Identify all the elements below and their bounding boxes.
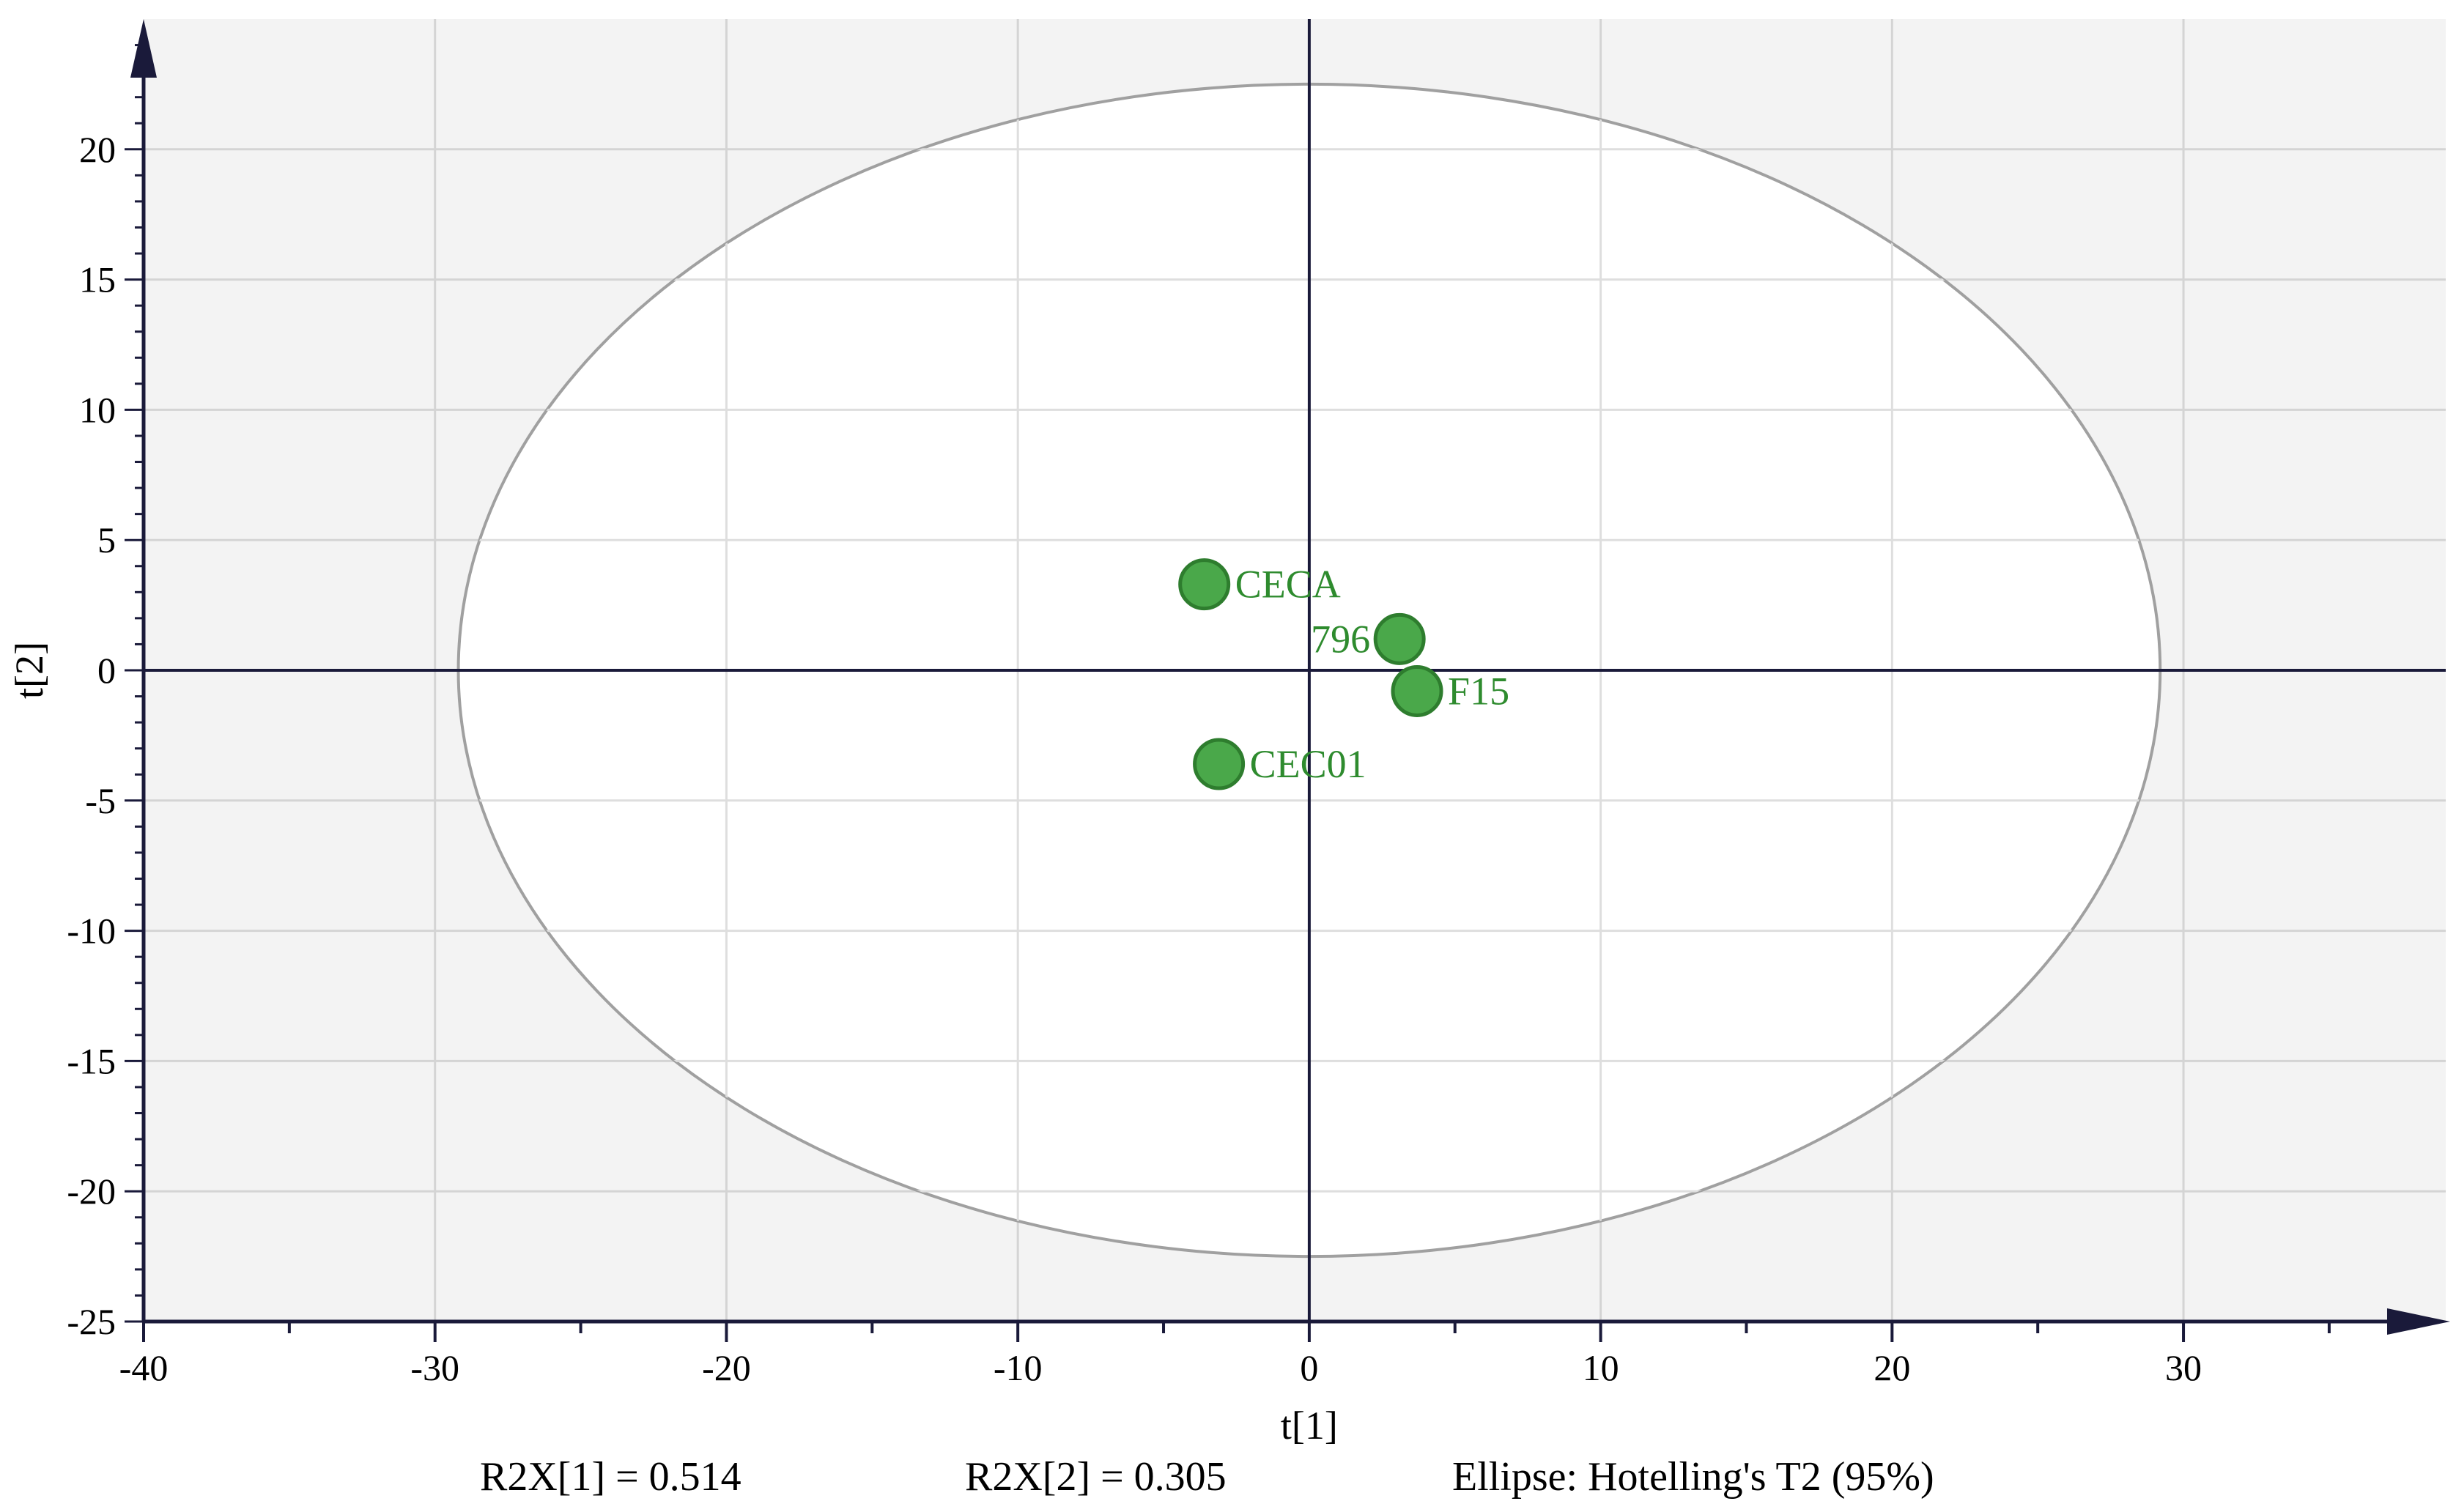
data-point-label: CEC01 xyxy=(1250,742,1366,786)
r2x2-text: R2X[2] = 0.305 xyxy=(965,1454,1227,1500)
x-tick-label: 20 xyxy=(1874,1347,1910,1388)
data-point-label: CECA xyxy=(1235,563,1341,607)
data-point xyxy=(1391,664,1443,717)
y-tick-label: 5 xyxy=(97,519,116,560)
y-axis-arrow xyxy=(130,19,157,78)
x-tick-label: -40 xyxy=(119,1347,169,1388)
y-tick-label: -15 xyxy=(67,1040,116,1081)
x-tick-label: -20 xyxy=(702,1347,751,1388)
data-point-label: 796 xyxy=(1311,617,1370,661)
score-plot: -40 -30 -20 -10 0 10 20 30 -25 -20 -15 -10 -5 0 5 10 15 2… xyxy=(7,19,2450,1448)
r2x1-text: R2X[1] = 0.514 xyxy=(480,1454,741,1500)
y-tick-label: -20 xyxy=(67,1171,116,1212)
data-point xyxy=(1193,738,1246,790)
y-axis-title: t[2] xyxy=(7,642,51,699)
ellipse-note: Ellipse: Hotelling's T2 (95%) xyxy=(1452,1454,1934,1500)
y-tick-label: 0 xyxy=(97,650,116,691)
data-point xyxy=(1178,558,1231,611)
x-tick-label: -10 xyxy=(994,1347,1043,1388)
y-tick-label: -10 xyxy=(67,911,116,952)
y-tick-label: -25 xyxy=(67,1301,116,1342)
x-tick-label: 10 xyxy=(1583,1347,1619,1388)
x-axis-arrow xyxy=(2387,1308,2450,1335)
y-tick-label: 15 xyxy=(79,259,116,300)
x-tick-label: 0 xyxy=(1300,1347,1318,1388)
x-tick-label: -30 xyxy=(410,1347,459,1388)
y-tick-label: 20 xyxy=(79,129,116,170)
data-point xyxy=(1373,612,1426,665)
zero-lines xyxy=(144,19,2446,1322)
x-axis-title: t[1] xyxy=(1281,1404,1338,1448)
data-points: CECA 796 F15 CEC01 xyxy=(1178,558,1509,790)
y-tick-label: -5 xyxy=(85,780,116,821)
y-tick-label: 10 xyxy=(79,389,116,430)
ticks: -40 -30 -20 -10 0 10 20 30 -25 -20 -15 -10 -5 0 5 10 15 2… xyxy=(67,44,2331,1388)
data-point-label: F15 xyxy=(1448,669,1509,713)
x-tick-label: 30 xyxy=(2165,1347,2202,1388)
